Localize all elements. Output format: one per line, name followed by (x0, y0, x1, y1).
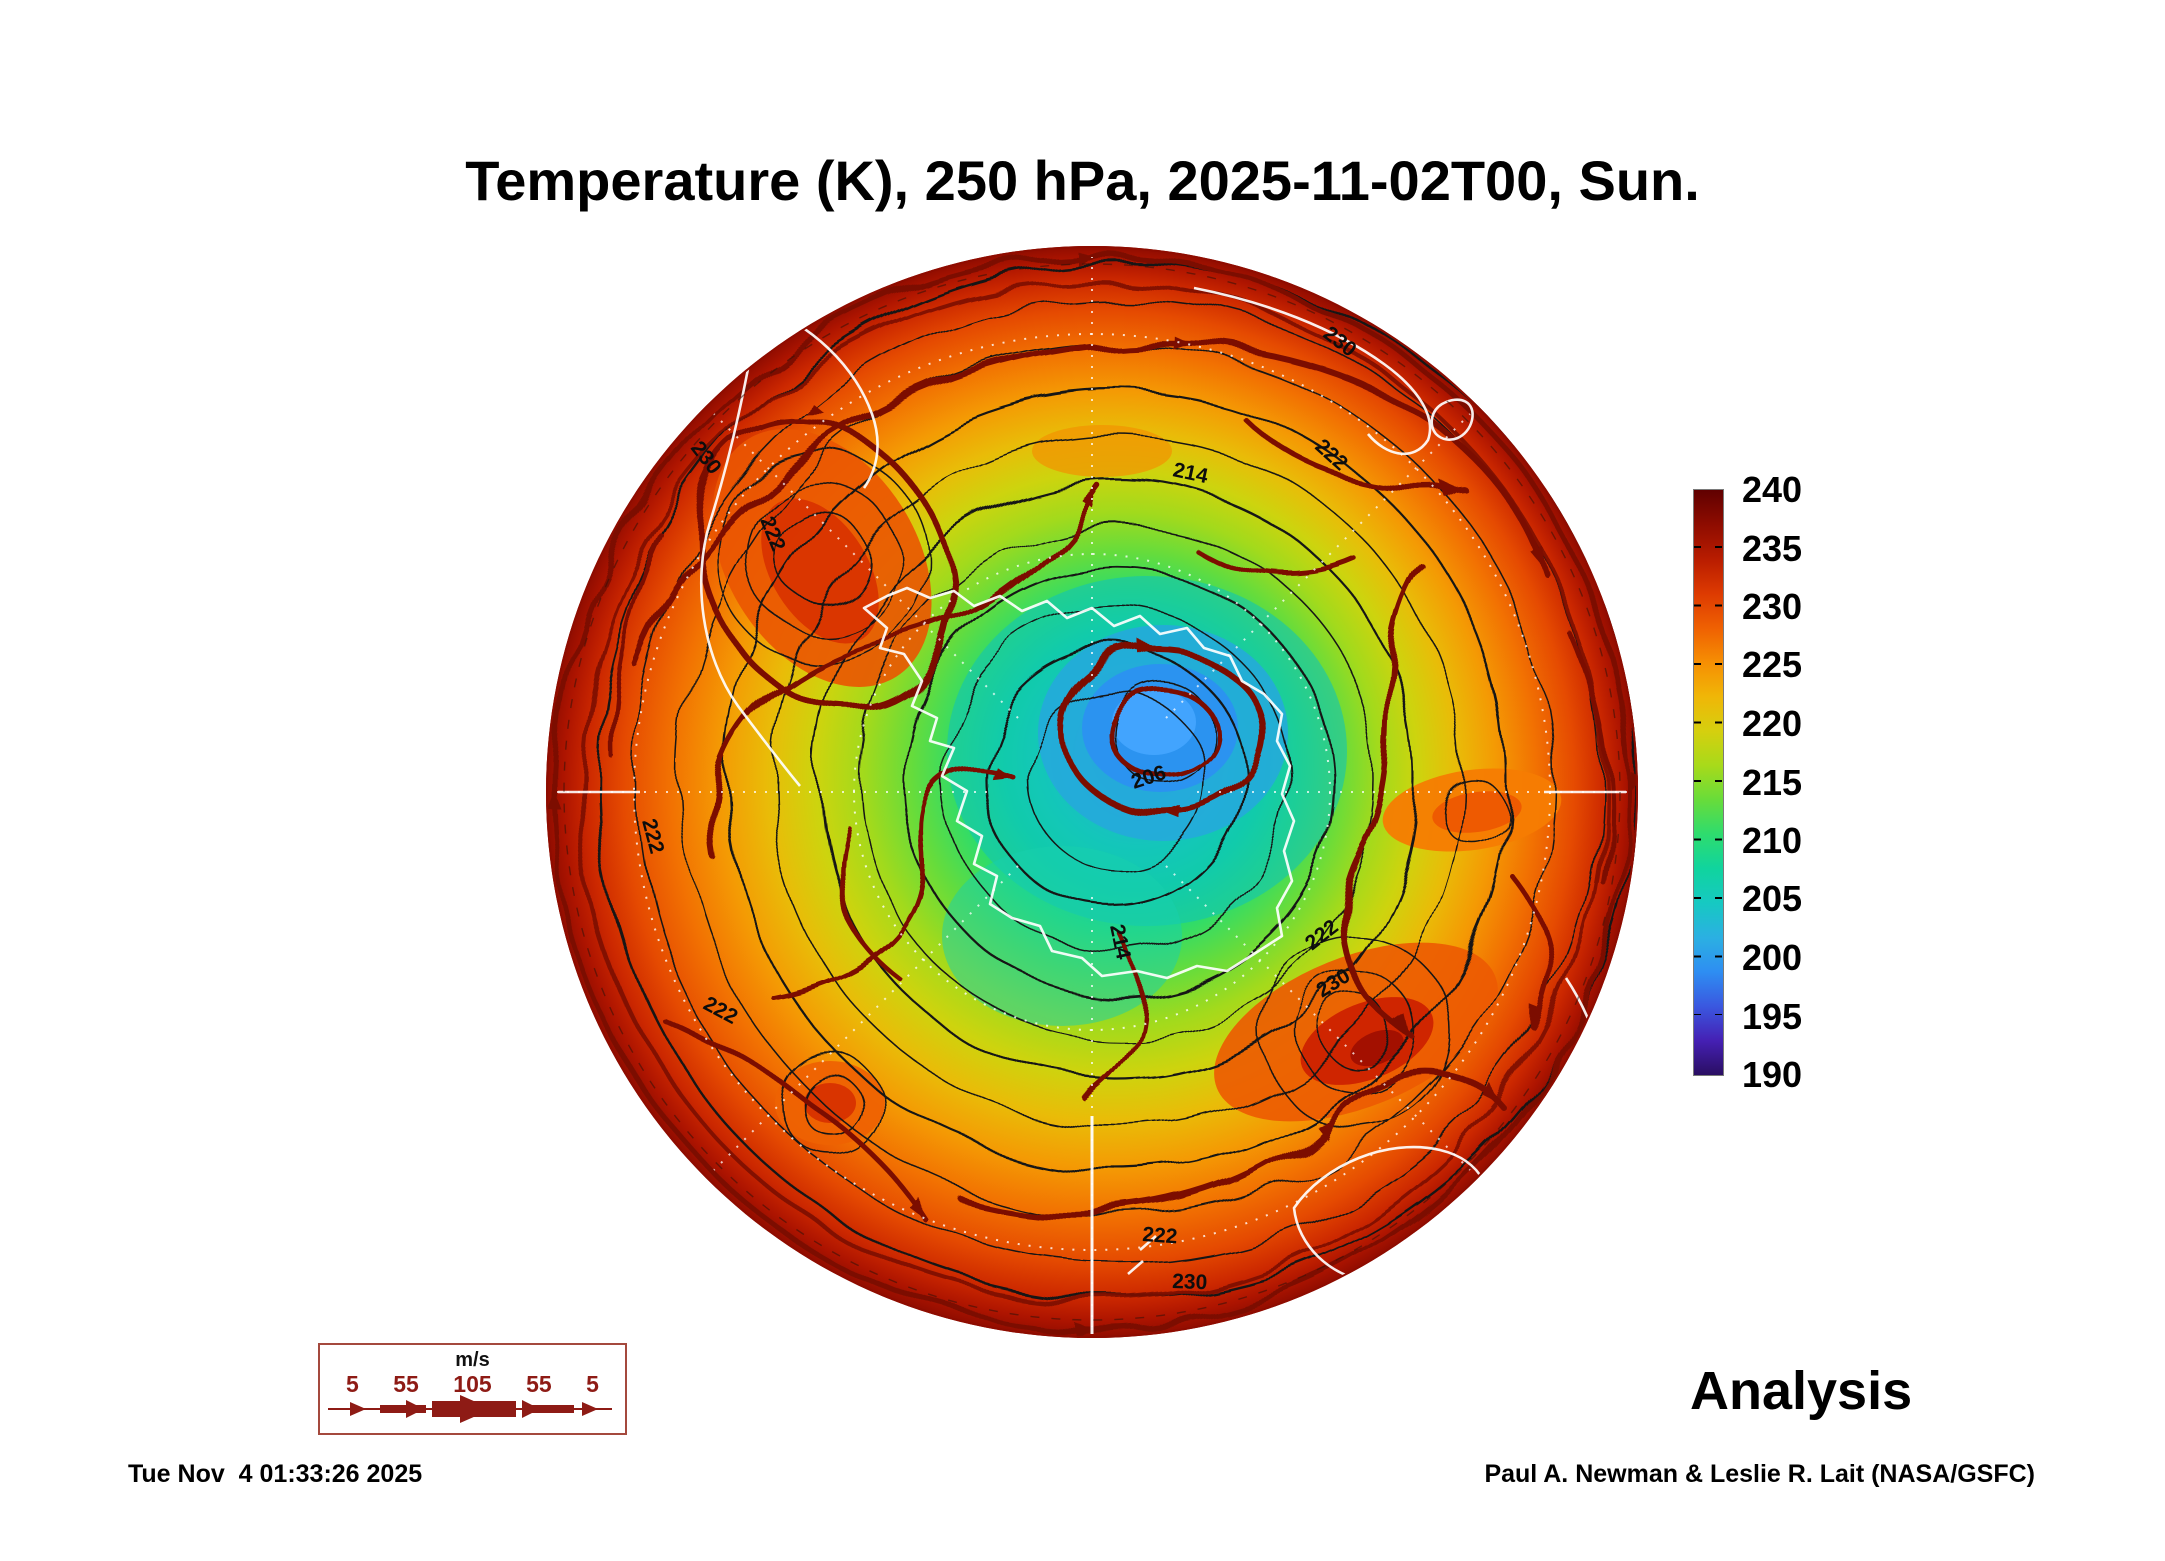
colorbar-tick-label: 235 (1742, 528, 1803, 569)
generation-timestamp: Tue Nov 4 01:33:26 2025 (128, 1460, 423, 1488)
rim-dashed-circle (563, 263, 1621, 1321)
colorbar-tick-label: 200 (1742, 937, 1803, 978)
colorbar-tick-label: 225 (1742, 644, 1803, 685)
antarctica-coastline (862, 586, 1296, 980)
madagascar-coastline (1430, 398, 1474, 441)
wind-legend-values: 5 55 105 55 5 (320, 1371, 625, 1398)
colorbar-ticks-left (1694, 546, 1701, 1015)
wind-legend-value: 55 (526, 1371, 552, 1397)
credit-line: Paul A. Newman & Leslie R. Lait (NASA/GS… (1484, 1460, 2035, 1488)
polar-map: 206 214 214 222 222 222 222 222 222 230 … (546, 246, 1638, 1338)
streamline-arrowheads (548, 248, 1638, 1336)
colorbar-tick-label: 210 (1742, 820, 1803, 861)
graticule (557, 257, 1627, 1334)
south-america-coastline (699, 305, 801, 787)
wind-speed-legend: m/s 5 55 105 55 5 (318, 1343, 627, 1435)
wind-legend-units: m/s (455, 1349, 490, 1371)
colorbar-tick-label: 195 (1742, 996, 1803, 1037)
contour-label: 222 (1142, 1223, 1179, 1248)
wind-legend-value: 55 (393, 1371, 419, 1397)
contour-label: 230 (1172, 1270, 1208, 1294)
analysis-label: Analysis (1690, 1361, 1913, 1421)
new-zealand-coastline (1127, 1235, 1157, 1275)
colorbar-tick-label: 205 (1742, 878, 1803, 919)
wind-speed-arrow-glyph (328, 1395, 612, 1423)
colorbar-tick-label: 240 (1742, 469, 1803, 510)
wind-legend-value: 5 (586, 1371, 599, 1397)
colorbar-tick-label: 215 (1742, 762, 1803, 803)
colorbar-tick-label: 220 (1742, 703, 1803, 744)
wind-legend-value: 105 (453, 1371, 492, 1397)
colorbar-ticks-right (1715, 546, 1722, 1015)
colorbar-tick-label: 230 (1742, 586, 1803, 627)
page-title: Temperature (K), 250 hPa, 2025-11-02T00,… (465, 149, 1700, 212)
africa-coastline (1193, 286, 1432, 456)
colorbar-tick-label: 190 (1742, 1054, 1803, 1095)
wind-legend-value: 5 (346, 1371, 359, 1397)
